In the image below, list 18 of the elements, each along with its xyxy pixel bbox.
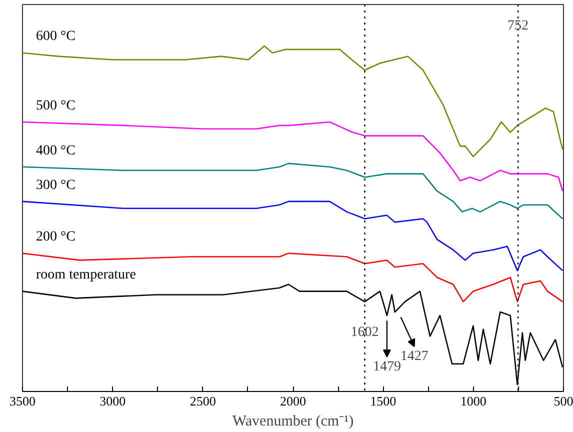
x-tick-label: 1000 <box>460 394 486 408</box>
series-label: 400 °C <box>36 143 76 158</box>
x-tick-label: 3000 <box>100 394 126 408</box>
annotation: 1427 <box>400 349 428 364</box>
x-tick-label: 2000 <box>280 394 306 408</box>
x-tick-label: 3500 <box>10 394 36 408</box>
series-label: 600 °C <box>36 29 76 44</box>
x-tick-label: 1500 <box>370 394 396 408</box>
ref-line-label: 752 <box>508 18 529 34</box>
series-label: 200 °C <box>36 230 76 245</box>
series-label: 500 °C <box>36 98 76 114</box>
series-label: room temperature <box>36 268 136 283</box>
x-tick-label: 500 <box>554 394 573 408</box>
x-axis-title: Wavenumber (cm⁻¹) <box>232 414 354 430</box>
annotation: 1479 <box>372 359 401 374</box>
series-label: 300 °C <box>36 178 76 193</box>
annotation: 1602 <box>350 324 379 340</box>
x-tick-label: 2500 <box>190 394 216 408</box>
